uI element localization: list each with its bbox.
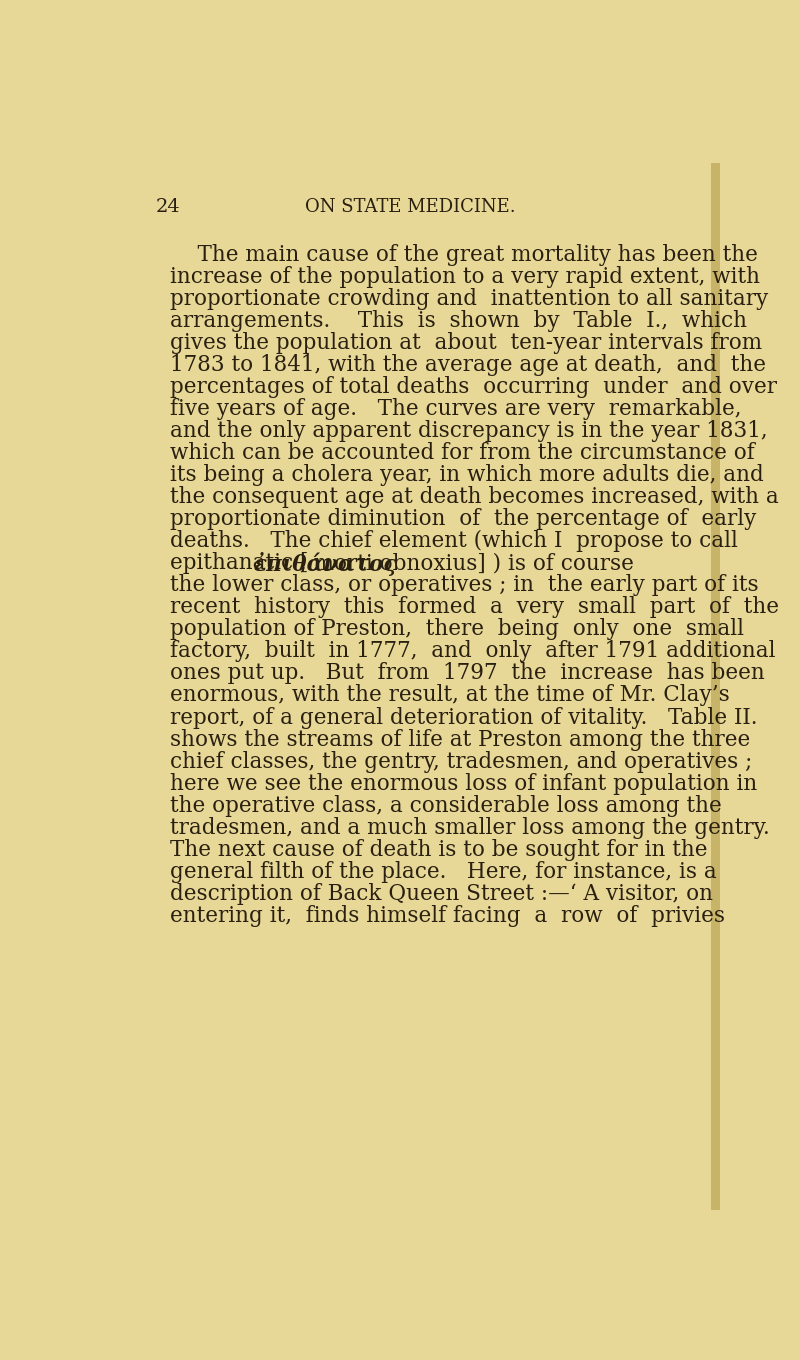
Text: percentages of total deaths  occurring  under  and over: percentages of total deaths occurring un… (170, 377, 777, 398)
Text: arrangements.    This  is  shown  by  Table  I.,  which: arrangements. This is shown by Table I.,… (170, 310, 746, 332)
Text: and the only apparent discrepancy is in the year 1831,: and the only apparent discrepancy is in … (170, 420, 767, 442)
Text: the operative class, a considerable loss among the: the operative class, a considerable loss… (170, 794, 722, 816)
Text: shows the streams of life at Preston among the three: shows the streams of life at Preston amo… (170, 729, 750, 751)
Text: 24: 24 (156, 197, 181, 216)
Text: here we see the enormous loss of infant population in: here we see the enormous loss of infant … (170, 772, 757, 794)
Text: report, of a general deterioration of vitality.   Table II.: report, of a general deterioration of vi… (170, 706, 758, 729)
Text: which can be accounted for from the circumstance of: which can be accounted for from the circ… (170, 442, 754, 464)
Text: chief classes, the gentry, tradesmen, and operatives ;: chief classes, the gentry, tradesmen, an… (170, 751, 752, 772)
Text: ones put up.   But  from  1797  the  increase  has been: ones put up. But from 1797 the increase … (170, 662, 765, 684)
Text: The next cause of death is to be sought for in the: The next cause of death is to be sought … (170, 839, 707, 861)
Text: The main cause of the great mortality has been the: The main cause of the great mortality ha… (170, 243, 758, 267)
Text: increase of the population to a very rapid extent, with: increase of the population to a very rap… (170, 267, 760, 288)
Text: gives the population at  about  ten-year intervals from: gives the population at about ten-year i… (170, 332, 762, 354)
Text: the consequent age at death becomes increased, with a: the consequent age at death becomes incr… (170, 487, 778, 509)
Text: five years of age.   The curves are very  remarkable,: five years of age. The curves are very r… (170, 398, 742, 420)
Text: , morti obnoxius] ) is of course: , morti obnoxius] ) is of course (300, 552, 634, 574)
Text: deaths.   The chief element (which I  propose to call: deaths. The chief element (which I propo… (170, 530, 738, 552)
Text: the lower class, or operatives ; in  the early part of its: the lower class, or operatives ; in the … (170, 574, 758, 597)
Text: its being a cholera year, in which more adults die, and: its being a cholera year, in which more … (170, 464, 763, 487)
Text: general filth of the place.   Here, for instance, is a: general filth of the place. Here, for in… (170, 861, 717, 883)
Text: epithanatic [: epithanatic [ (170, 552, 308, 574)
Text: ON STATE MEDICINE.: ON STATE MEDICINE. (305, 197, 515, 216)
Text: tradesmen, and a much smaller loss among the gentry.: tradesmen, and a much smaller loss among… (170, 816, 770, 839)
Text: ἐπιθάνατος: ἐπιθάνατος (254, 552, 397, 577)
Text: recent  history  this  formed  a  very  small  part  of  the: recent history this formed a very small … (170, 597, 778, 619)
Text: proportionate diminution  of  the percentage of  early: proportionate diminution of the percenta… (170, 509, 756, 530)
Text: proportionate crowding and  inattention to all sanitary: proportionate crowding and inattention t… (170, 288, 768, 310)
Text: entering it,  finds himself facing  a  row  of  privies: entering it, finds himself facing a row … (170, 904, 725, 926)
Text: factory,  built  in 1777,  and  only  after 1791 additional: factory, built in 1777, and only after 1… (170, 641, 775, 662)
Text: 1783 to 1841, with the average age at death,  and  the: 1783 to 1841, with the average age at de… (170, 354, 766, 377)
Text: population of Preston,  there  being  only  one  small: population of Preston, there being only … (170, 619, 744, 641)
Bar (710, 163, 720, 1210)
Text: enormous, with the result, at the time of Mr. Clay’s: enormous, with the result, at the time o… (170, 684, 730, 706)
Text: description of Back Queen Street :—‘ A visitor, on: description of Back Queen Street :—‘ A v… (170, 883, 713, 904)
